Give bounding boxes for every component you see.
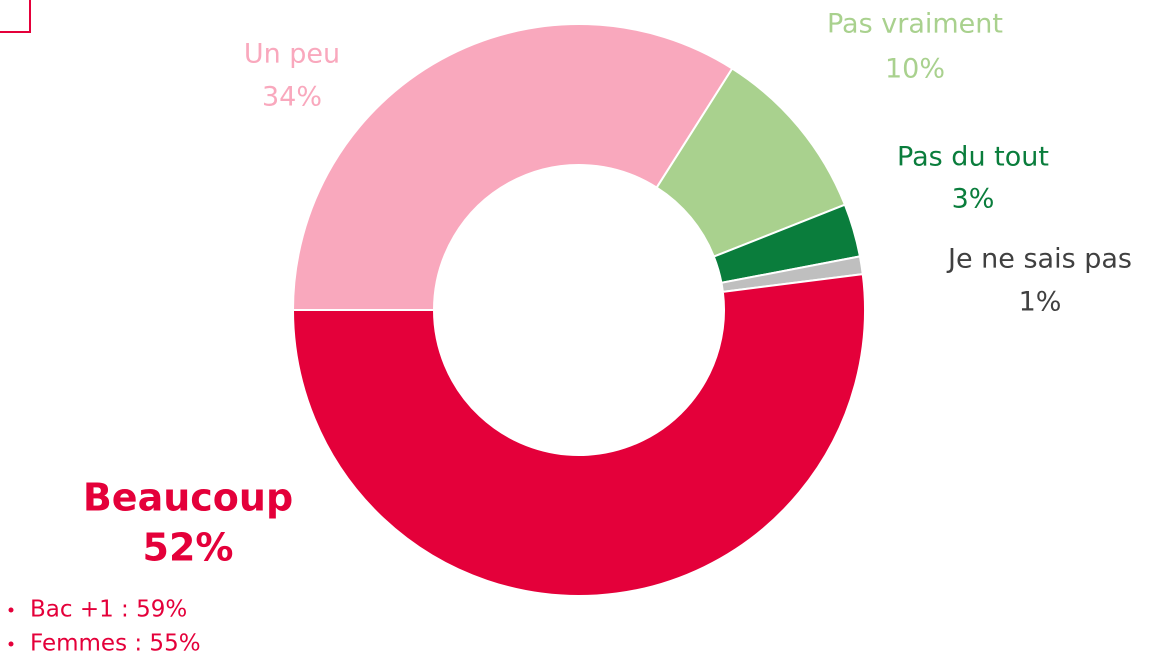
bullet xyxy=(8,641,14,647)
segment-value-label: 1% xyxy=(1019,287,1062,318)
segment-label: Pas du tout xyxy=(897,142,1049,173)
segment-value-label: 34% xyxy=(262,82,322,113)
segment-label: Je ne sais pas xyxy=(946,244,1132,275)
corner-decoration xyxy=(0,0,31,33)
segment-value-label: 10% xyxy=(885,54,945,85)
donut-segment xyxy=(291,23,734,311)
annotation: Bac +1 : 59% xyxy=(30,597,187,623)
segment-label: Un peu xyxy=(244,39,340,70)
segment-label: Pas vraiment xyxy=(827,9,1003,40)
segment-value-label: 52% xyxy=(143,526,234,570)
annotation: Femmes : 55% xyxy=(30,631,201,657)
segment-label: Beaucoup xyxy=(83,476,293,520)
segment-value-label: 3% xyxy=(952,184,995,215)
donut-segment xyxy=(291,273,866,597)
bullet xyxy=(8,607,14,613)
